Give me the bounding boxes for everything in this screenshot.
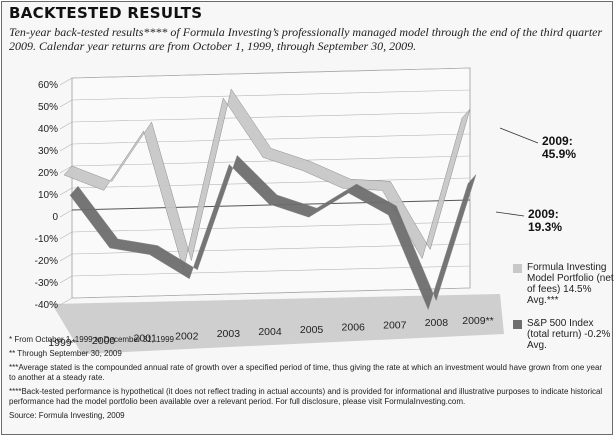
- gridline-depth: [59, 209, 73, 218]
- x-tick-label: 2003: [217, 328, 241, 340]
- x-tick-label: 2000: [92, 335, 116, 347]
- footnote-5: Source: Formula Investing, 2009: [9, 411, 125, 420]
- x-tick-label: 2001: [134, 333, 158, 345]
- gridline-depth: [59, 121, 73, 130]
- y-tick-label: -20%: [35, 256, 58, 267]
- gridline: [71, 111, 471, 123]
- model-end-year: 2009:: [542, 134, 573, 148]
- x-tick-label: 2006: [342, 322, 366, 334]
- gridline: [71, 155, 471, 167]
- x-tick-label: 2007: [383, 319, 407, 331]
- legend-swatch-model: [513, 264, 522, 273]
- gridline-depth: [59, 275, 73, 284]
- y-tick-label: 0: [52, 212, 58, 223]
- gridline: [71, 265, 471, 277]
- y-tick-label: 40%: [38, 124, 58, 135]
- x-tick-label: 2002: [175, 330, 199, 342]
- x-tick-label: 2005: [300, 324, 324, 336]
- y-tick-label: 10%: [38, 190, 58, 201]
- series-sp500-ribbon: [69, 154, 477, 311]
- gridline: [71, 133, 471, 145]
- page-title: BACKTESTED RESULTS: [9, 4, 203, 22]
- gridline-depth: [59, 297, 73, 306]
- model-end-value: 45.9%: [542, 147, 577, 161]
- x-tick-label: 1999*: [48, 337, 75, 349]
- gridline: [71, 287, 471, 299]
- footnote-3: ***Average stated is the compounded annu…: [9, 363, 603, 382]
- sp500-leader-line: [495, 211, 525, 217]
- legend-label-model: Formula Investing Model Portfolio (net o…: [527, 262, 614, 306]
- legend-label-sp500: S&P 500 Index (total return) -0.2% Avg.: [527, 318, 611, 351]
- gridline-depth: [59, 231, 73, 240]
- series-model-ribbon: [63, 88, 471, 271]
- y-tick-label: 50%: [38, 102, 58, 113]
- gridline-depth: [59, 99, 73, 108]
- chart-floor: [52, 294, 504, 354]
- y-tick-label: 30%: [38, 146, 58, 157]
- y-tick-label: -30%: [35, 278, 58, 289]
- gridline: [71, 89, 471, 101]
- gridline: [71, 177, 471, 189]
- gridline-depth: [59, 165, 73, 174]
- sp500-end-value: 19.3%: [528, 220, 563, 234]
- y-tick-label: -10%: [35, 234, 58, 245]
- model-leader-line: [499, 127, 539, 144]
- model-end-label: 2009: 45.9%: [542, 135, 576, 161]
- gridline: [71, 199, 471, 211]
- sp500-end-year: 2009:: [528, 207, 559, 221]
- sp500-end-label: 2009: 19.3%: [528, 208, 562, 234]
- gridline-depth: [59, 143, 73, 152]
- y-tick-label: 60%: [38, 80, 58, 91]
- x-tick-label: 2008: [425, 317, 449, 329]
- x-tick-label: 2004: [258, 326, 282, 338]
- footnote-1: * From October 1, 1999 to December 31, 1…: [9, 335, 174, 344]
- gridline-depth: [59, 187, 73, 196]
- y-tick-label: 20%: [38, 168, 58, 179]
- x-tick-label: 2009**: [462, 315, 494, 327]
- gridline-depth: [59, 77, 73, 86]
- gridline-depth: [59, 253, 73, 262]
- footnote-2: ** Through September 30, 2009: [9, 349, 122, 358]
- y-tick-label: -40%: [35, 300, 58, 311]
- gridline: [71, 67, 471, 79]
- legend-swatch-sp500: [513, 320, 522, 329]
- page-subtitle: Ten-year back-tested results**** of Form…: [9, 25, 603, 53]
- footnotes: * From October 1, 1999 to December 31, 1…: [9, 335, 609, 425]
- footnote-4: ****Back-tested performance is hypotheti…: [9, 387, 603, 406]
